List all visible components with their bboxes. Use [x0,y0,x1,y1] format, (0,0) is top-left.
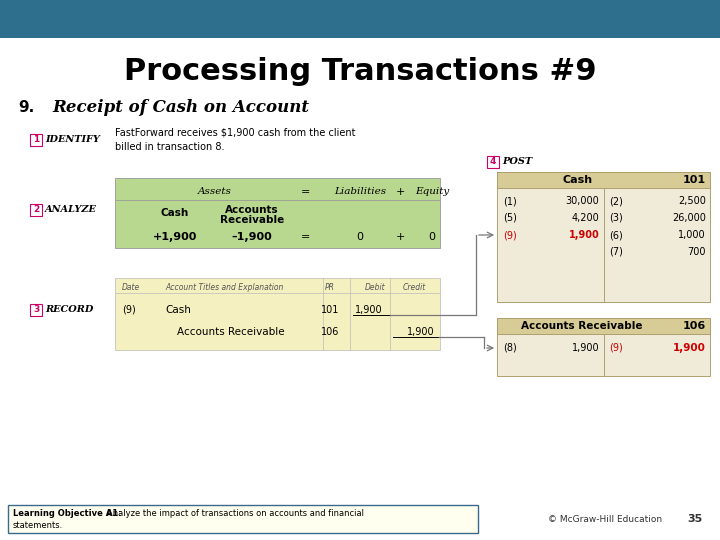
Bar [497,318,710,334]
Text: Date: Date [122,282,140,292]
Text: (3): (3) [610,213,624,223]
Text: Account Titles and Explanation: Account Titles and Explanation [165,282,284,292]
Text: +: + [395,232,405,242]
Text: 1,900: 1,900 [673,343,706,353]
Text: 9.: 9. [18,100,35,116]
Bar [487,156,499,168]
Text: FastForward receives $1,900 cash from the client
billed in transaction 8.: FastForward receives $1,900 cash from th… [115,127,356,152]
Text: +1,900: +1,900 [153,232,197,242]
Text: Debit: Debit [365,282,386,292]
Text: +: + [395,187,405,197]
Text: PR: PR [325,282,335,292]
Bar [497,318,710,376]
Text: (9): (9) [503,230,517,240]
Text: Assets: Assets [198,187,232,197]
Text: 1,900: 1,900 [408,327,435,337]
Text: Receivable: Receivable [220,215,284,225]
Text: © McGraw-Hill Education: © McGraw-Hill Education [548,515,662,523]
Text: Receipt of Cash on Account: Receipt of Cash on Account [52,99,309,117]
Text: Cash: Cash [161,208,189,218]
Text: Cash: Cash [563,175,593,185]
Bar [497,172,710,302]
Text: 101: 101 [321,305,339,315]
Text: 3: 3 [33,306,39,314]
Text: 0: 0 [356,232,364,242]
Text: 4,200: 4,200 [572,213,600,223]
Text: 4: 4 [490,158,496,166]
Text: 101: 101 [683,175,706,185]
Text: ANALYZE: ANALYZE [45,206,97,214]
Text: (2): (2) [610,196,624,206]
Text: RECORD: RECORD [45,306,94,314]
Bar [115,278,440,350]
Text: Credit: Credit [403,282,426,292]
Bar [115,178,440,248]
Bar [30,304,42,316]
Text: Cash: Cash [165,305,191,315]
Text: 26,000: 26,000 [672,213,706,223]
Text: 1,900: 1,900 [356,305,383,315]
Text: 106: 106 [321,327,339,337]
Text: statements.: statements. [13,522,63,530]
Text: 1,900: 1,900 [569,230,600,240]
Text: 106: 106 [683,321,706,331]
Bar [8,505,478,533]
Text: 2: 2 [33,206,39,214]
Bar [497,172,710,188]
Text: Liabilities: Liabilities [334,187,386,197]
Text: =: = [300,232,310,242]
Text: 1: 1 [33,136,39,145]
Text: Processing Transactions #9: Processing Transactions #9 [124,57,596,86]
Text: Learning Objective A1:: Learning Objective A1: [13,510,122,518]
Text: (9): (9) [610,343,624,353]
Text: (6): (6) [610,230,624,240]
Text: (1): (1) [503,196,517,206]
Text: 700: 700 [688,247,706,257]
Text: 1,000: 1,000 [678,230,706,240]
Text: –1,900: –1,900 [232,232,272,242]
Text: (5): (5) [503,213,517,223]
Text: (7): (7) [610,247,624,257]
Text: IDENTIFY: IDENTIFY [45,136,100,145]
Text: 2,500: 2,500 [678,196,706,206]
Text: 35: 35 [688,514,703,524]
Text: Accounts: Accounts [225,205,279,215]
Text: Equity: Equity [415,187,449,197]
Text: Accounts Receivable: Accounts Receivable [521,321,643,331]
Bar [30,204,42,216]
Bar [30,134,42,146]
Text: POST: POST [502,158,532,166]
Text: (8): (8) [503,343,517,353]
Text: Analyze the impact of transactions on accounts and financial: Analyze the impact of transactions on ac… [107,510,364,518]
Text: Accounts Receivable: Accounts Receivable [177,327,284,337]
Text: 30,000: 30,000 [566,196,600,206]
Text: (9): (9) [122,305,136,315]
Bar [0,0,720,38]
Text: 1,900: 1,900 [572,343,600,353]
Text: 0: 0 [428,232,436,242]
Text: =: = [300,187,310,197]
